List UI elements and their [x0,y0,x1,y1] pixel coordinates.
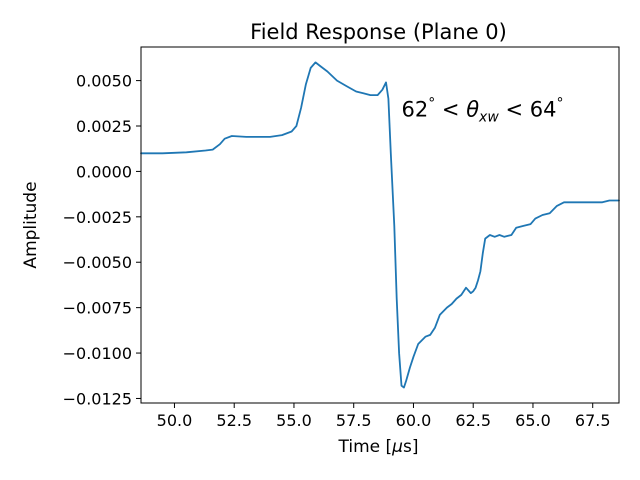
y-tick-label: 0.0050 [76,72,132,91]
x-tick-label: 50.0 [157,411,193,430]
x-tick-label: 52.5 [216,411,252,430]
x-tick-label: 65.0 [515,411,551,430]
plot-frame [140,46,620,404]
y-tick-label: 0.0000 [76,162,132,181]
angle-range-annotation: 62° < θxw < 64° [402,96,564,126]
y-tick-label: −0.0025 [63,208,132,227]
x-tick-label: 62.5 [455,411,491,430]
x-tick-label: 67.5 [575,411,611,430]
y-axis-label: Amplitude [21,181,41,268]
y-tick-label: −0.0125 [63,389,132,408]
y-tick-label: −0.0050 [63,253,132,272]
x-axis-label: Time [μs] [338,437,419,457]
x-tick-label: 60.0 [396,411,432,430]
x-tick-label: 55.0 [276,411,312,430]
y-tick-label: 0.0025 [76,117,132,136]
plot-area [140,61,620,389]
series-line [140,61,620,389]
x-axis-ticks: 50.0 52.5 55.0 57.5 60.0 62.5 65.0 67.5 [157,403,611,430]
chart-title: Field Response (Plane 0) [250,20,507,44]
y-tick-label: −0.0075 [63,299,132,318]
x-tick-label: 57.5 [336,411,372,430]
y-axis-ticks: 0.0050 0.0025 0.0000 −0.0025 −0.0050 −0.0075 −… [63,72,141,408]
y-tick-label: −0.0100 [63,344,132,363]
